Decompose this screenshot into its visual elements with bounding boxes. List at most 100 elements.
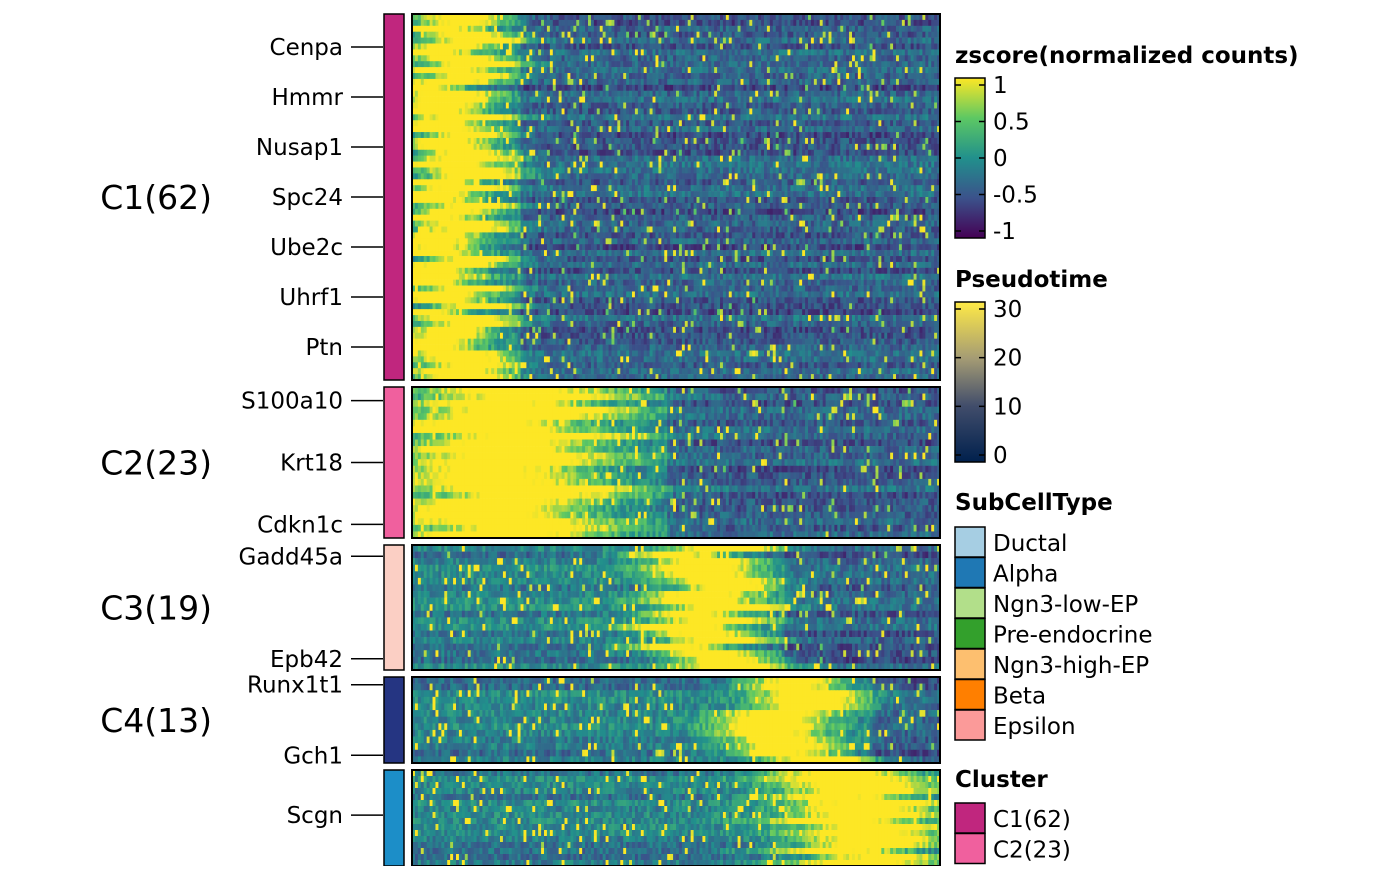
heatmap-cell — [468, 108, 471, 114]
heatmap-cell — [925, 38, 928, 44]
heatmap-cell — [576, 173, 579, 179]
heatmap-cell — [550, 67, 553, 73]
heatmap-cell — [559, 167, 562, 173]
heatmap-cell — [829, 20, 832, 26]
heatmap-cell — [679, 49, 682, 55]
heatmap-cell — [694, 173, 697, 179]
heatmap-cell — [509, 44, 512, 50]
heatmap-cell — [529, 144, 532, 150]
heatmap-cell — [922, 38, 925, 44]
heatmap-cell — [890, 79, 893, 85]
heatmap-cell — [752, 32, 755, 38]
heatmap-cell — [617, 55, 620, 61]
heatmap-cell — [914, 79, 917, 85]
heatmap-cell — [826, 73, 829, 79]
heatmap-cell — [758, 162, 761, 168]
heatmap-cell — [614, 173, 617, 179]
heatmap-cell — [823, 32, 826, 38]
heatmap-cell — [741, 173, 744, 179]
heatmap-cell — [829, 156, 832, 162]
heatmap-cell — [562, 144, 565, 150]
heatmap-cell — [465, 144, 468, 150]
heatmap-cell — [538, 156, 541, 162]
heatmap-cell — [562, 55, 565, 61]
heatmap-cell — [814, 55, 817, 61]
heatmap-cell — [609, 150, 612, 156]
heatmap-cell — [732, 126, 735, 132]
heatmap-cell — [541, 150, 544, 156]
heatmap-cell — [488, 97, 491, 103]
heatmap-cell — [864, 97, 867, 103]
heatmap-cell — [512, 103, 515, 109]
heatmap-cell — [934, 61, 937, 67]
heatmap-cell — [427, 85, 430, 91]
heatmap-cell — [609, 156, 612, 162]
heatmap-cell — [802, 61, 805, 67]
heatmap-cell — [767, 138, 770, 144]
heatmap-cell — [576, 67, 579, 73]
heatmap-cell — [494, 103, 497, 109]
heatmap-cell — [875, 156, 878, 162]
heatmap-cell — [764, 167, 767, 173]
heatmap-cell — [597, 132, 600, 138]
heatmap-cell — [576, 26, 579, 32]
heatmap-cell — [650, 55, 653, 61]
heatmap-cell — [884, 73, 887, 79]
heatmap-cell — [550, 103, 553, 109]
heatmap-cell — [875, 91, 878, 97]
heatmap-cell — [600, 162, 603, 168]
heatmap-cell — [896, 162, 899, 168]
heatmap-cell — [638, 55, 641, 61]
heatmap-cell — [526, 79, 529, 85]
heatmap-cell — [579, 150, 582, 156]
heatmap-cell — [875, 49, 878, 55]
heatmap-cell — [421, 55, 424, 61]
heatmap-cell — [925, 55, 928, 61]
heatmap-cell — [500, 144, 503, 150]
heatmap-cell — [494, 38, 497, 44]
heatmap-cell — [438, 26, 441, 32]
heatmap-cell — [553, 103, 556, 109]
heatmap-cell — [503, 156, 506, 162]
heatmap-cell — [811, 55, 814, 61]
heatmap-cell — [837, 120, 840, 126]
heatmap-cell — [641, 26, 644, 32]
heatmap-cell — [644, 156, 647, 162]
heatmap-cell — [424, 103, 427, 109]
heatmap-cell — [931, 32, 934, 38]
heatmap-cell — [814, 167, 817, 173]
heatmap-cell — [878, 61, 881, 67]
heatmap-cell — [887, 138, 890, 144]
heatmap-cell — [529, 132, 532, 138]
heatmap-cell — [793, 49, 796, 55]
heatmap-cell — [462, 20, 465, 26]
heatmap-cell — [556, 156, 559, 162]
heatmap-cell — [573, 144, 576, 150]
heatmap-cell — [688, 44, 691, 50]
heatmap-cell — [875, 32, 878, 38]
heatmap-cell — [831, 20, 834, 26]
heatmap-cell — [785, 26, 788, 32]
heatmap-cell — [931, 103, 934, 109]
heatmap-cell — [632, 44, 635, 50]
heatmap-cell — [444, 150, 447, 156]
heatmap-cell — [870, 67, 873, 73]
heatmap-cell — [585, 108, 588, 114]
heatmap-cell — [494, 173, 497, 179]
heatmap-cell — [697, 114, 700, 120]
heatmap-cell — [814, 120, 817, 126]
heatmap-cell — [699, 126, 702, 132]
heatmap-cell — [491, 38, 494, 44]
heatmap-cell — [685, 150, 688, 156]
heatmap-cell — [826, 97, 829, 103]
heatmap-cell — [667, 126, 670, 132]
heatmap-cell — [823, 114, 826, 120]
heatmap-cell — [500, 120, 503, 126]
heatmap-cell — [582, 97, 585, 103]
heatmap-cell — [864, 61, 867, 67]
heatmap-cell — [550, 156, 553, 162]
heatmap-cell — [518, 91, 521, 97]
heatmap-cell — [447, 85, 450, 91]
heatmap-cell — [600, 55, 603, 61]
heatmap-cell — [896, 49, 899, 55]
